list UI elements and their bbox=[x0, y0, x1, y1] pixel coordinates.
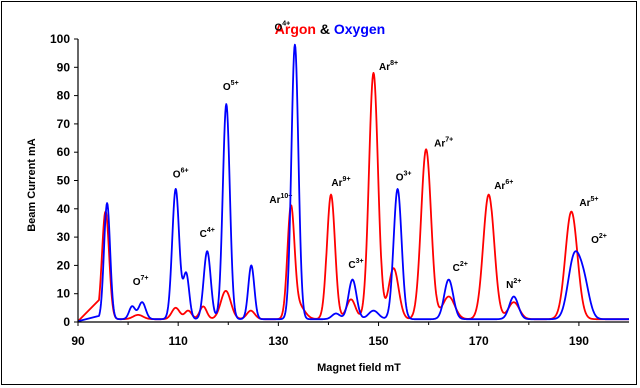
peak-label: O4+ bbox=[274, 21, 290, 34]
y-axis-label: Beam Current mA bbox=[26, 138, 38, 232]
peak-labels: O7+ O6+ C4+ O5+ O4+ Ar10+ Ar9+ C3+ Ar8+ O3+ Ar7+ C2… bbox=[133, 21, 607, 292]
y-tick-label: 90 bbox=[57, 60, 71, 74]
peak-label: C4+ bbox=[200, 227, 215, 240]
y-tick-label: 30 bbox=[57, 230, 71, 244]
peak-label: O6+ bbox=[173, 168, 189, 181]
x-tick-label: 110 bbox=[169, 334, 189, 348]
peak-label: N2+ bbox=[506, 278, 521, 291]
x-tick-label: 130 bbox=[268, 334, 288, 348]
peak-label: Ar6+ bbox=[494, 179, 513, 192]
x-tick-label: 150 bbox=[369, 334, 389, 348]
y-tick-label: 10 bbox=[57, 287, 71, 301]
peak-label: O2+ bbox=[591, 233, 607, 246]
x-tick-label: 90 bbox=[71, 334, 85, 348]
y-tick-label: 100 bbox=[50, 32, 70, 46]
title-part-1: & bbox=[316, 21, 334, 37]
y-tick-label: 60 bbox=[57, 145, 71, 159]
y-tick-label: 50 bbox=[57, 174, 71, 188]
peak-label: Ar5+ bbox=[579, 196, 598, 209]
peak-label: C3+ bbox=[348, 258, 363, 271]
peak-label: O3+ bbox=[396, 171, 412, 184]
x-axis-label: Magnet field mT bbox=[317, 362, 401, 374]
series-line-1 bbox=[77, 43, 630, 323]
peak-label: C2+ bbox=[453, 261, 468, 274]
peak-label: O7+ bbox=[133, 275, 149, 288]
peak-label: Ar10+ bbox=[269, 193, 292, 206]
x-tick-label: 170 bbox=[469, 334, 489, 348]
peak-label: Ar7+ bbox=[434, 137, 453, 150]
y-tick-label: 80 bbox=[57, 89, 71, 103]
peak-label: Ar9+ bbox=[331, 176, 350, 189]
title-part-0: Argon bbox=[275, 21, 316, 37]
series-line-0 bbox=[77, 72, 630, 322]
x-tick-label: 190 bbox=[569, 334, 589, 348]
y-tick-label: 70 bbox=[57, 117, 71, 131]
peak-label: Ar8+ bbox=[379, 60, 398, 73]
series-layer bbox=[77, 43, 630, 323]
chart-title: Argon & Oxygen bbox=[275, 21, 385, 37]
axes: 0 10 20 30 40 50 60 70 80 90 100 90 110 130 150 170 190 bbox=[50, 32, 629, 348]
y-tick-label: 40 bbox=[57, 202, 71, 216]
peak-label: O5+ bbox=[223, 80, 239, 93]
title-part-2: Oxygen bbox=[334, 21, 385, 37]
y-tick-label: 20 bbox=[57, 258, 71, 272]
y-tick-label: 0 bbox=[63, 315, 70, 329]
